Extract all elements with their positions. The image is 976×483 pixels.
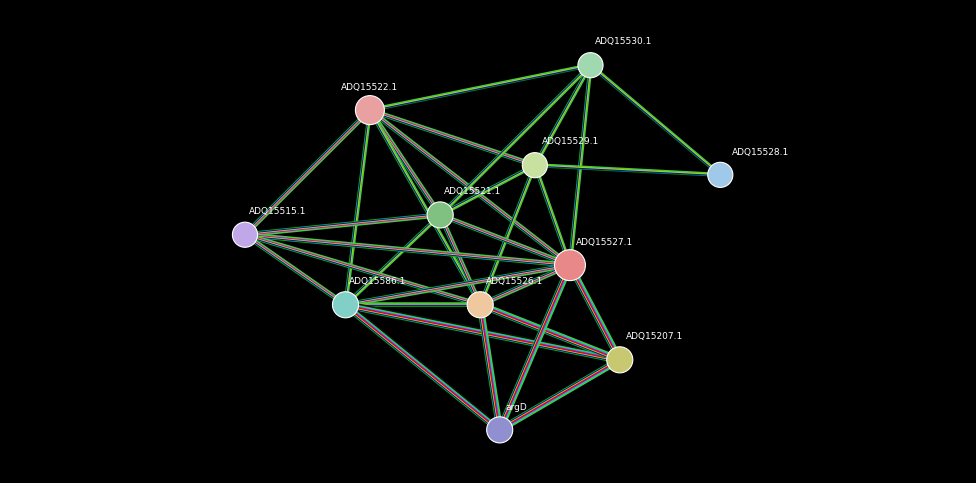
Ellipse shape xyxy=(333,292,358,318)
Text: ADQ15586.1: ADQ15586.1 xyxy=(349,277,407,286)
Text: ADQ15522.1: ADQ15522.1 xyxy=(342,83,398,92)
Text: argD: argD xyxy=(506,402,527,412)
Ellipse shape xyxy=(578,53,603,78)
Ellipse shape xyxy=(355,96,385,125)
Ellipse shape xyxy=(427,202,453,228)
Text: ADQ15526.1: ADQ15526.1 xyxy=(486,277,544,286)
Ellipse shape xyxy=(232,222,258,247)
Text: ADQ15530.1: ADQ15530.1 xyxy=(595,37,653,46)
Ellipse shape xyxy=(708,162,733,187)
Ellipse shape xyxy=(468,292,493,318)
Text: ADQ15515.1: ADQ15515.1 xyxy=(249,207,306,216)
Text: ADQ15528.1: ADQ15528.1 xyxy=(732,148,790,157)
Ellipse shape xyxy=(487,417,512,443)
Text: ADQ15207.1: ADQ15207.1 xyxy=(626,332,683,341)
Ellipse shape xyxy=(522,153,548,178)
Text: ADQ15529.1: ADQ15529.1 xyxy=(542,137,599,146)
Text: ADQ15527.1: ADQ15527.1 xyxy=(576,238,633,247)
Ellipse shape xyxy=(607,347,632,373)
Text: ADQ15521.1: ADQ15521.1 xyxy=(444,187,502,196)
Ellipse shape xyxy=(554,250,586,281)
